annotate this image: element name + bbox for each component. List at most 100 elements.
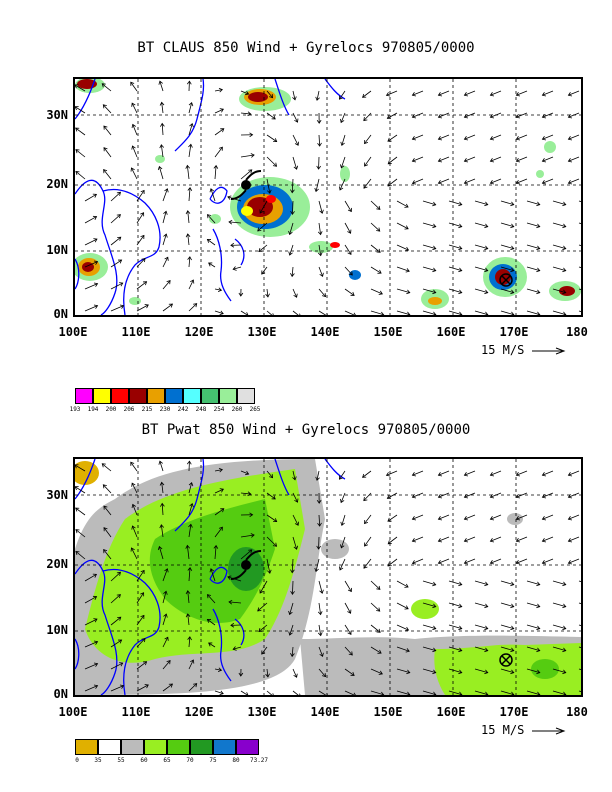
wind-vector-head: [459, 691, 463, 695]
wind-vector-head: [102, 104, 107, 109]
wind-vector: [526, 288, 540, 294]
wind-vector: [84, 663, 98, 670]
wind-vector-head: [271, 495, 276, 500]
wind-vector: [214, 310, 224, 315]
wind-vector: [340, 536, 346, 548]
wind-vector-head: [293, 293, 298, 298]
wind-vector-head: [140, 614, 145, 620]
wind-vector: [318, 602, 322, 615]
top-coastline: [75, 79, 346, 315]
wind-vector-head: [458, 245, 463, 251]
wind-vector-head: [433, 311, 437, 315]
bottom-colorbar-label: 65: [163, 757, 171, 764]
wind-vector-head: [326, 313, 328, 315]
wind-vector-head: [158, 460, 163, 465]
wind-vector-head: [489, 158, 495, 163]
wind-vector-head: [387, 160, 392, 165]
wind-vector-head: [75, 486, 79, 491]
wind-vector-head: [220, 508, 225, 513]
wind-vector-head: [116, 191, 121, 196]
wind-vector: [159, 81, 164, 92]
wind-vector: [396, 310, 410, 315]
wind-vector: [266, 558, 271, 574]
wind-vector: [370, 266, 382, 274]
top-colorbar-label: 194: [87, 406, 99, 413]
wind-vector: [474, 288, 488, 294]
wind-vector-head: [103, 549, 108, 554]
wind-vector-head: [387, 562, 392, 567]
wind-vector: [363, 112, 372, 121]
wind-vector-head: [437, 538, 443, 543]
top-colorbar-swatch: [147, 388, 165, 404]
wind-vector: [207, 214, 216, 224]
wind-vector-head: [319, 272, 324, 278]
top-cloud-fields: [75, 79, 581, 309]
wind-vector-head: [537, 691, 541, 695]
wind-vector: [240, 154, 255, 158]
wind-vector: [516, 536, 528, 542]
wind-vector-head: [510, 669, 515, 675]
wind-vector: [568, 558, 580, 564]
wind-vector-head: [489, 136, 495, 141]
wind-vector-head: [141, 257, 146, 263]
wind-vector: [412, 470, 424, 476]
wind-vector-head: [75, 171, 80, 176]
wind-vector-head: [489, 538, 495, 543]
wind-vector: [542, 112, 554, 118]
wind-vector: [422, 602, 436, 608]
wind-vector: [233, 646, 242, 650]
wind-vector-head: [131, 123, 136, 129]
wind-vector-head: [510, 245, 515, 251]
top-colorbar-label: 242: [177, 406, 189, 413]
wind-vector: [448, 580, 462, 586]
wind-vector: [552, 580, 566, 586]
wind-vector: [240, 470, 249, 475]
wind-vector-head: [437, 92, 443, 97]
wind-vector: [362, 470, 372, 478]
wind-vector: [240, 169, 253, 180]
wind-vector: [318, 646, 324, 657]
wind-vector: [110, 572, 121, 582]
wind-vector: [500, 310, 514, 315]
wind-vector-head: [541, 136, 547, 141]
wind-vector-head: [567, 158, 573, 163]
wind-vector: [318, 244, 322, 256]
wind-vector: [370, 668, 383, 675]
wind-vector: [259, 200, 268, 214]
wind-vector: [160, 524, 164, 538]
wind-vector: [542, 470, 554, 476]
wind-vector-head: [536, 647, 541, 653]
top-colorbar-swatch: [75, 388, 93, 404]
wind-vector: [516, 112, 528, 118]
wind-vector-head: [411, 92, 417, 97]
wind-vector: [490, 178, 502, 184]
wind-vector: [130, 81, 138, 92]
wind-vector: [448, 222, 462, 228]
wind-vector-head: [387, 517, 392, 522]
wind-vector: [158, 546, 164, 560]
wind-vector: [188, 482, 193, 494]
wind-vector-head: [130, 81, 135, 86]
wind-vector-head: [510, 647, 515, 653]
wind-vector-head: [119, 304, 125, 309]
wind-vector: [474, 580, 488, 586]
bottom-colorbar-swatch: [121, 739, 144, 755]
wind-vector: [84, 618, 98, 626]
wind-vector: [208, 642, 216, 648]
wind-vector: [136, 592, 144, 604]
wind-vector: [136, 258, 146, 268]
wind-vector-head: [463, 538, 469, 543]
wind-vector: [344, 244, 352, 255]
wind-vector-head: [459, 311, 463, 315]
wind-vector-head: [340, 544, 345, 549]
wind-vector-head: [385, 472, 391, 477]
wind-vector: [526, 222, 540, 228]
wind-vector-head: [463, 494, 469, 499]
top-lon-label-160e: 160E: [436, 325, 466, 339]
wind-vector: [110, 662, 123, 670]
wind-vector-head: [362, 93, 367, 98]
wind-vector-head: [321, 292, 327, 298]
wind-vector: [341, 514, 346, 526]
top-colorbar-swatch: [201, 388, 219, 404]
wind-vector-head: [249, 132, 254, 138]
